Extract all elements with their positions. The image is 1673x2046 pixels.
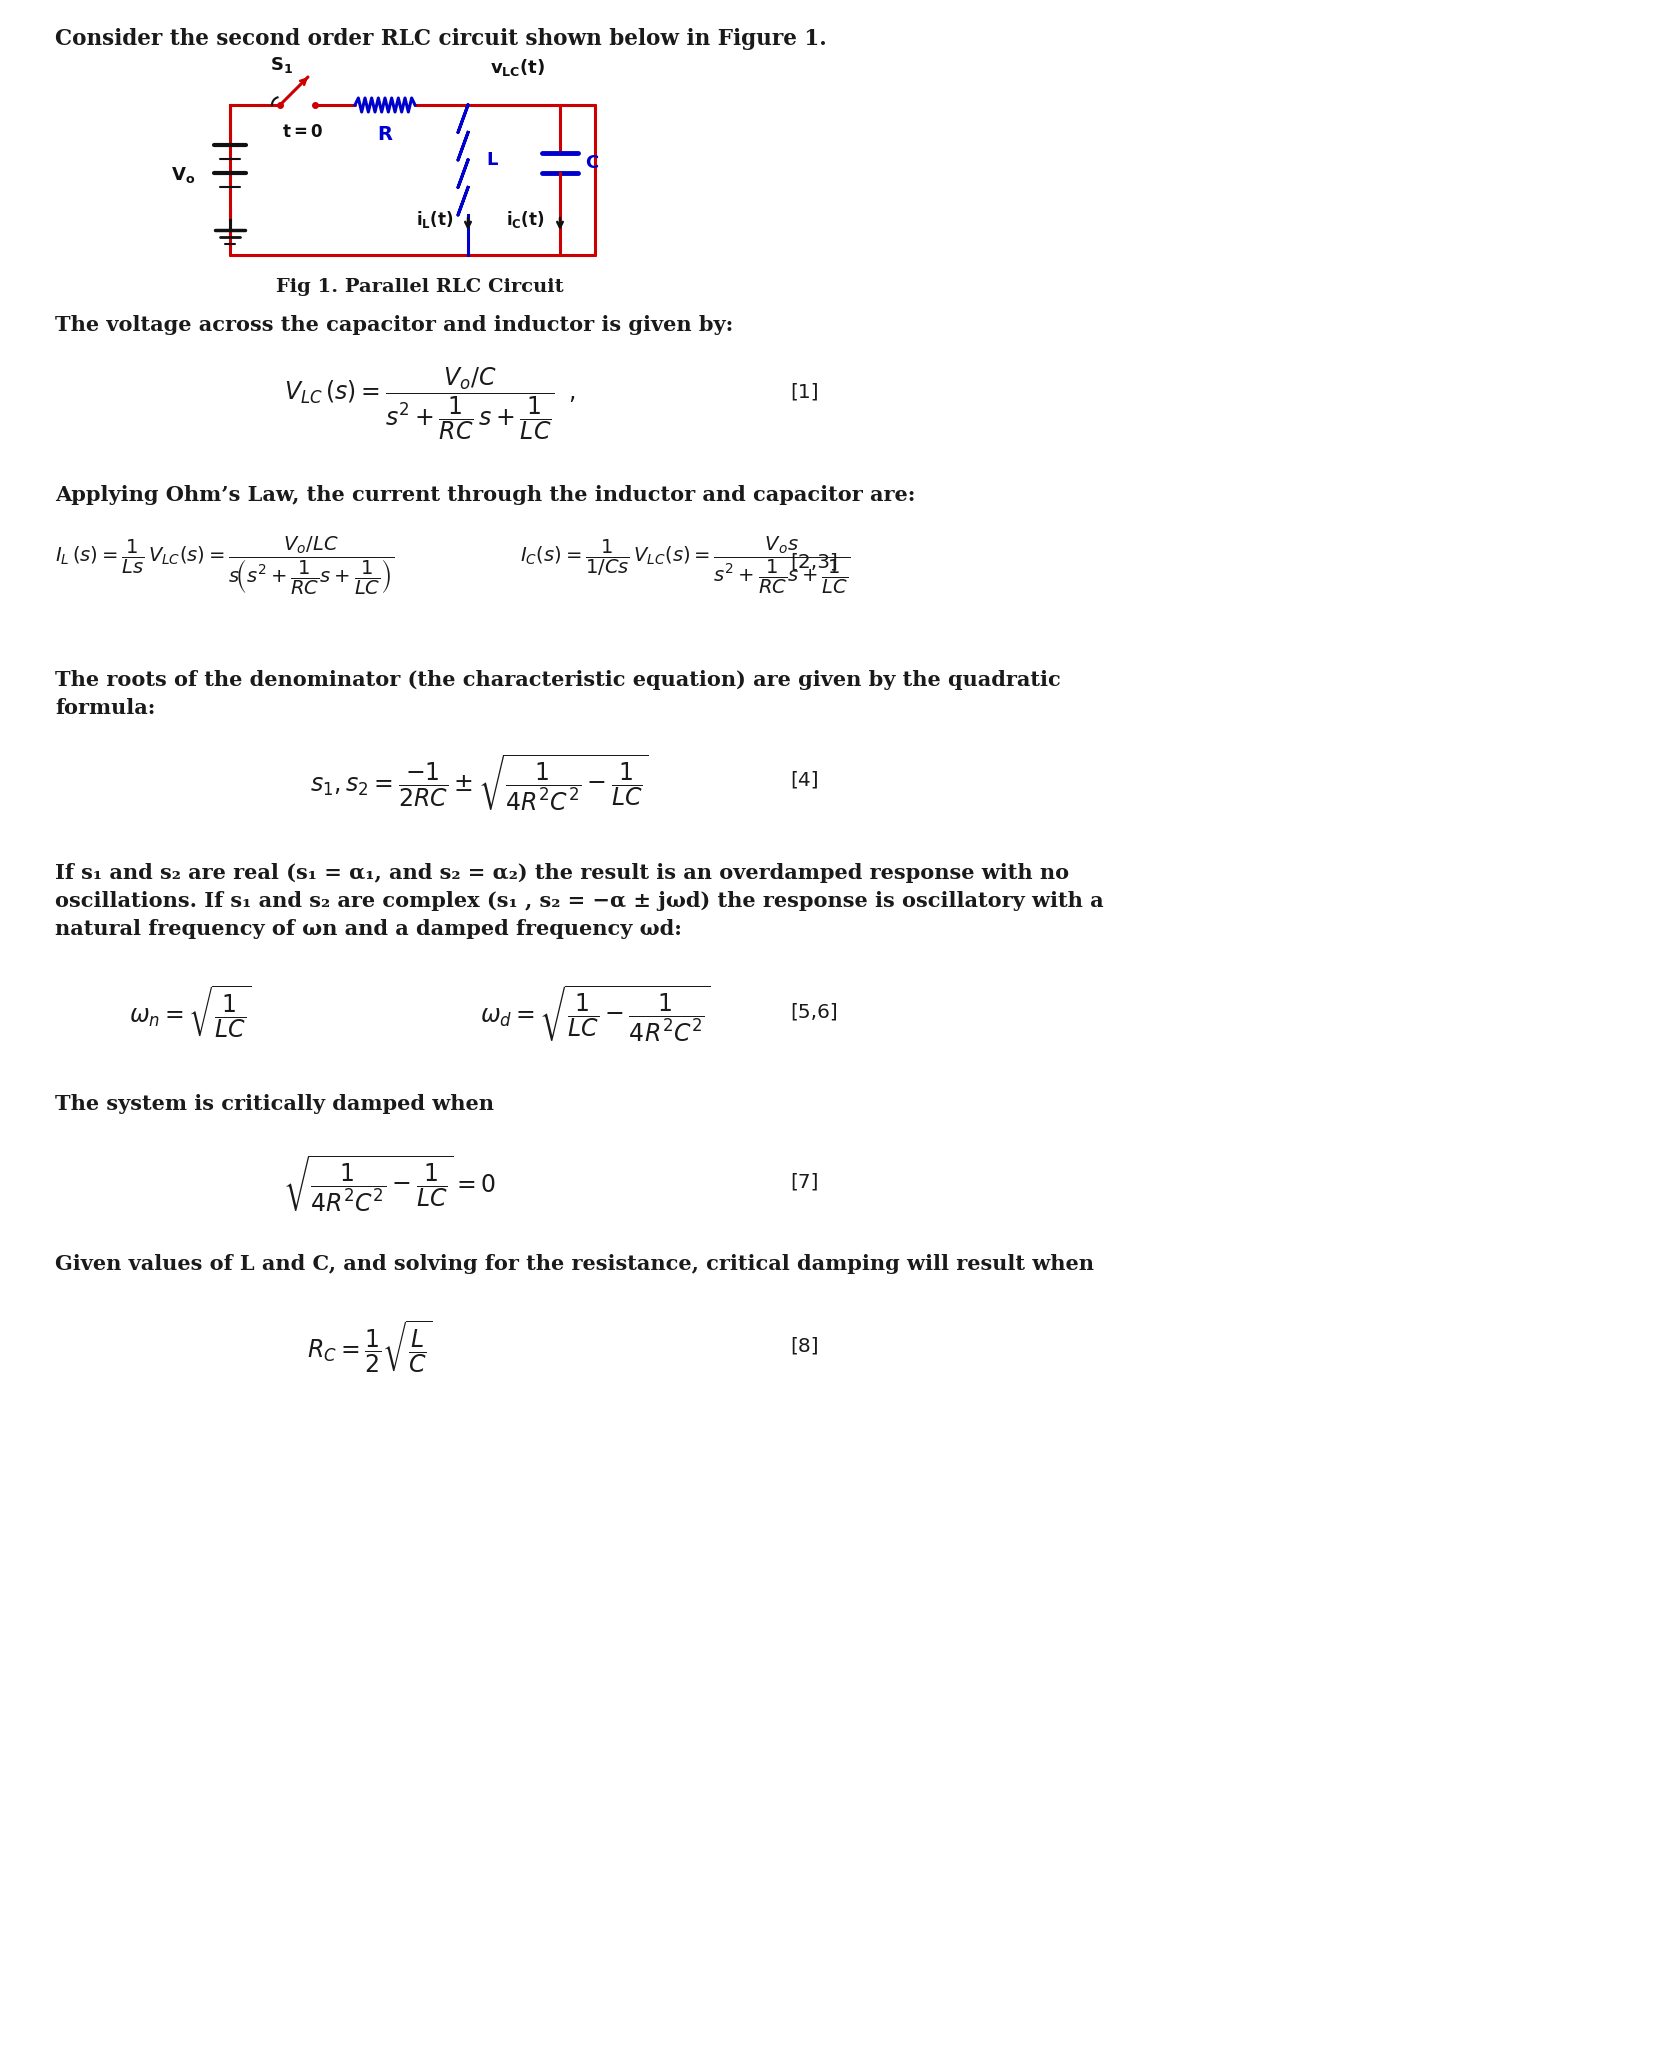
Text: The voltage across the capacitor and inductor is given by:: The voltage across the capacitor and ind… bbox=[55, 315, 733, 336]
Text: [2,3]: [2,3] bbox=[790, 552, 838, 573]
Text: oscillations. If s₁ and s₂ are complex (s₁ , s₂ = −α ± jωd) the response is osci: oscillations. If s₁ and s₂ are complex (… bbox=[55, 890, 1103, 910]
Text: $R_C = \dfrac{1}{2}\sqrt{\dfrac{L}{C}}$: $R_C = \dfrac{1}{2}\sqrt{\dfrac{L}{C}}$ bbox=[308, 1320, 433, 1377]
Text: $\mathbf{L}$: $\mathbf{L}$ bbox=[485, 151, 499, 170]
Text: $\mathbf{i_C(t)}$: $\mathbf{i_C(t)}$ bbox=[507, 209, 545, 231]
Text: Applying Ohm’s Law, the current through the inductor and capacitor are:: Applying Ohm’s Law, the current through … bbox=[55, 485, 915, 505]
Text: natural frequency of ωn and a damped frequency ωd:: natural frequency of ωn and a damped fre… bbox=[55, 919, 681, 939]
Text: $I_L\,(s) = \dfrac{1}{Ls}\,V_{LC}(s) = \dfrac{V_o/LC}{s\!\left(s^2+\dfrac{1}{RC}: $I_L\,(s) = \dfrac{1}{Ls}\,V_{LC}(s) = \… bbox=[55, 534, 393, 597]
Text: The roots of the denominator (the characteristic equation) are given by the quad: The roots of the denominator (the charac… bbox=[55, 669, 1061, 690]
Text: $\omega_n = \sqrt{\dfrac{1}{LC}}$: $\omega_n = \sqrt{\dfrac{1}{LC}}$ bbox=[129, 984, 251, 1041]
Text: formula:: formula: bbox=[55, 698, 156, 718]
Text: Consider the second order RLC circuit shown below in Figure 1.: Consider the second order RLC circuit sh… bbox=[55, 29, 826, 49]
Text: $\mathbf{t = 0}$: $\mathbf{t = 0}$ bbox=[281, 123, 323, 141]
Text: $\omega_d = \sqrt{\dfrac{1}{LC} - \dfrac{1}{4R^2C^2}}$: $\omega_d = \sqrt{\dfrac{1}{LC} - \dfrac… bbox=[480, 984, 711, 1043]
Text: $V_{LC}\,(s) = \dfrac{V_o/C}{s^2 + \dfrac{1}{RC}\,s + \dfrac{1}{LC}}$$\;\;,$: $V_{LC}\,(s) = \dfrac{V_o/C}{s^2 + \dfra… bbox=[284, 364, 576, 442]
Text: [5,6]: [5,6] bbox=[790, 1003, 836, 1021]
Text: The system is critically damped when: The system is critically damped when bbox=[55, 1095, 494, 1113]
Text: [1]: [1] bbox=[790, 383, 818, 401]
Text: $s_1,s_2 = \dfrac{-1}{2RC} \pm \sqrt{\dfrac{1}{4R^2C^2} - \dfrac{1}{LC}}$: $s_1,s_2 = \dfrac{-1}{2RC} \pm \sqrt{\df… bbox=[310, 753, 649, 812]
Text: $\mathbf{S_1}$: $\mathbf{S_1}$ bbox=[269, 55, 293, 76]
Text: Given values of L and C, and solving for the resistance, critical damping will r: Given values of L and C, and solving for… bbox=[55, 1254, 1094, 1275]
Text: $\mathbf{V_o}$: $\mathbf{V_o}$ bbox=[171, 166, 194, 184]
Text: Fig 1. Parallel RLC Circuit: Fig 1. Parallel RLC Circuit bbox=[276, 278, 564, 297]
Text: $\mathbf{R}$: $\mathbf{R}$ bbox=[376, 125, 393, 143]
Text: $I_C(s)=\dfrac{1}{1/Cs}\,V_{LC}(s)=\dfrac{V_o s}{s^2+\dfrac{1}{RC}s+\dfrac{1}{LC: $I_C(s)=\dfrac{1}{1/Cs}\,V_{LC}(s)=\dfra… bbox=[520, 534, 850, 597]
Text: [4]: [4] bbox=[790, 771, 818, 790]
Text: $\mathbf{C}$: $\mathbf{C}$ bbox=[584, 153, 599, 172]
Text: If s₁ and s₂ are real (s₁ = α₁, and s₂ = α₂) the result is an overdamped respons: If s₁ and s₂ are real (s₁ = α₁, and s₂ =… bbox=[55, 863, 1069, 884]
Text: [7]: [7] bbox=[790, 1172, 818, 1191]
Text: $\mathbf{v_{LC}(t)}$: $\mathbf{v_{LC}(t)}$ bbox=[490, 57, 545, 78]
Text: $\sqrt{\dfrac{1}{4R^2C^2} - \dfrac{1}{LC}} = 0$: $\sqrt{\dfrac{1}{4R^2C^2} - \dfrac{1}{LC… bbox=[283, 1154, 497, 1213]
Text: $\mathbf{i_L(t)}$: $\mathbf{i_L(t)}$ bbox=[415, 209, 453, 231]
Text: [8]: [8] bbox=[790, 1336, 818, 1356]
